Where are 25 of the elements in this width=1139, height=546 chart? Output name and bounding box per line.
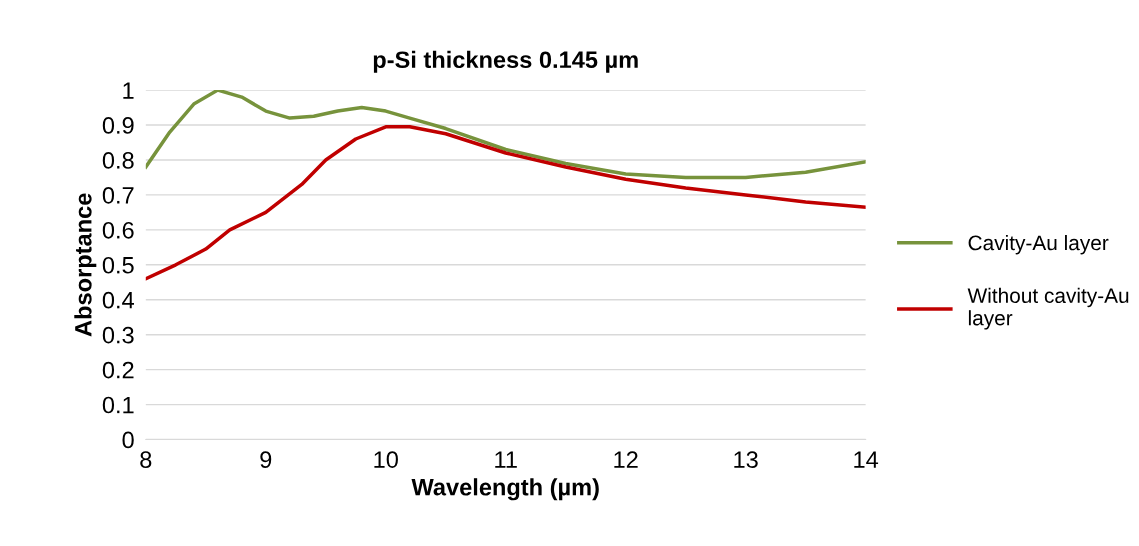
y-tick-label: 0.6 [102,221,134,239]
y-tick-label: 0.2 [102,361,134,379]
y-tick-label: 0.4 [102,291,134,309]
y-axis-title: Absorptance [74,193,97,337]
y-tick-label: 0.1 [102,396,134,414]
line-series [145,90,866,180]
x-tick-label: 14 [854,451,879,468]
y-tick-label: 0.7 [102,186,134,204]
y-tick-label: 0.9 [102,117,134,134]
x-tick-label: 9 [260,451,272,468]
line-series [145,125,866,281]
y-tick-label: 0.8 [102,152,134,169]
x-tick-label: 11 [495,451,517,468]
x-axis-title: Wavelength (µm) [411,478,599,501]
chart-title: p-Si thickness 0.145 µm [373,50,638,73]
y-tick-label: 0.5 [102,256,134,274]
legend-label: Cavity-Au layer [968,234,1109,255]
y-tick-label: 0 [122,431,134,449]
legend-label: Without cavity-Au layer [967,287,1129,330]
x-tick-label: 12 [614,451,638,468]
y-tick-label: 0.3 [102,326,134,344]
x-tick-label: 13 [734,451,758,468]
y-tick-label: 1 [123,82,134,99]
x-tick-label: 10 [374,451,398,468]
x-tick-label: 8 [140,451,152,468]
